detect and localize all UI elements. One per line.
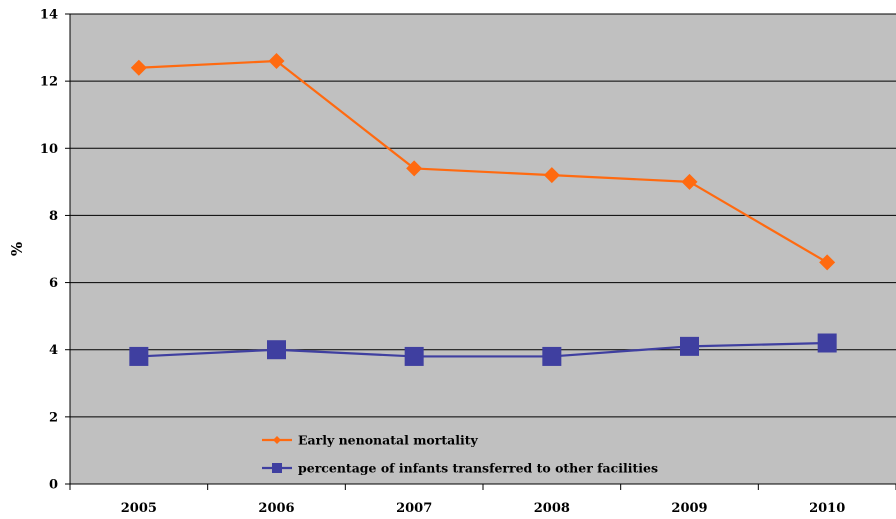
x-tick-label: 2010 [809, 501, 845, 516]
data-point [817, 333, 837, 353]
y-tick-label: 2 [49, 410, 58, 425]
series-early-neonatal-mortality [130, 53, 836, 271]
data-point [406, 160, 423, 177]
x-tick-label: 2009 [671, 501, 707, 516]
data-point [681, 173, 698, 190]
series-line [138, 59, 828, 264]
axes: 0 2 4 6 8 10 12 14 2005 2006 2007 2008 2009 2010 [40, 8, 896, 516]
data-point [819, 254, 836, 271]
legend-marker [272, 463, 282, 473]
legend-item: percentage of infants transferred to oth… [262, 461, 658, 476]
data-point [404, 346, 424, 366]
legend-label: percentage of infants transferred to oth… [298, 461, 658, 476]
data-point [129, 346, 149, 366]
legend: Early nenonatal mortality percentage of i… [262, 433, 658, 476]
series-line [138, 341, 828, 358]
y-tick-label: 12 [40, 75, 58, 90]
data-point [268, 53, 285, 69]
y-tick-label: 0 [49, 478, 58, 493]
y-tick-label: 4 [49, 343, 58, 358]
series-group [129, 53, 837, 366]
data-point [680, 336, 699, 356]
data-point [130, 59, 147, 76]
x-tick-label: 2007 [396, 501, 432, 516]
y-tick-label: 6 [49, 276, 58, 291]
data-point [542, 346, 562, 366]
data-point [543, 167, 560, 184]
x-tick-label: 2005 [121, 501, 157, 516]
x-tick-label: 2006 [258, 501, 294, 516]
y-axis-title: % [8, 242, 26, 256]
legend-label: Early nenonatal mortality [298, 433, 478, 448]
legend-item: Early nenonatal mortality [262, 433, 478, 448]
plot-area [70, 14, 896, 484]
y-tick-label: 10 [40, 142, 58, 157]
y-tick-label: 14 [40, 8, 58, 23]
gridlines [70, 13, 896, 418]
data-point [267, 340, 286, 360]
plot-background [70, 14, 896, 484]
legend-marker [273, 436, 281, 444]
series-infants-transferred [129, 333, 837, 366]
x-tick-label: 2008 [534, 501, 570, 516]
y-tick-label: 8 [49, 209, 58, 224]
